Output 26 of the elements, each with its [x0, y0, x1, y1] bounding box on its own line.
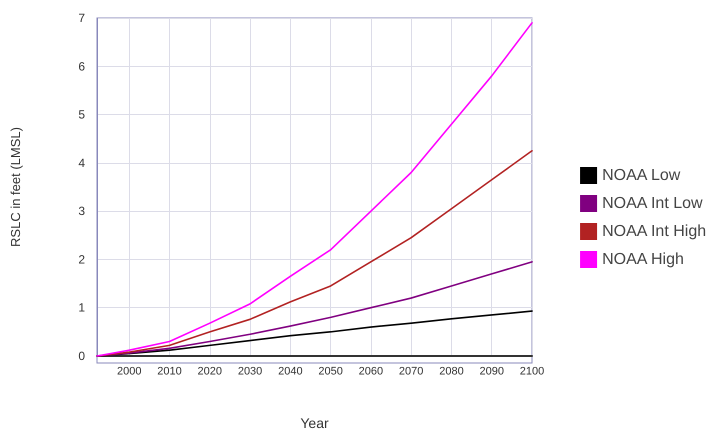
legend-label: NOAA Low — [602, 167, 681, 184]
legend-label: NOAA High — [602, 251, 684, 268]
x-tick-label: 2080 — [439, 366, 464, 378]
legend-label: NOAA Int High — [602, 223, 706, 240]
x-tick-label: 2010 — [157, 366, 182, 378]
x-tick-label: 2100 — [520, 366, 544, 378]
x-tick-label: 2070 — [398, 366, 424, 378]
x-tick-label: 2000 — [116, 366, 142, 378]
y-tick-label: 0 — [78, 349, 86, 363]
y-axis-title: RSLC in feet (LMSL) — [8, 127, 23, 247]
x-tick-label: 2030 — [238, 366, 262, 378]
x-tick-label: 2040 — [278, 366, 303, 378]
y-tick-label: 6 — [78, 59, 86, 74]
x-axis-title: Year — [300, 415, 329, 431]
x-tick-label: 2060 — [358, 366, 384, 378]
y-tick-label: 5 — [78, 108, 86, 122]
x-tick-label: 2090 — [479, 366, 504, 378]
y-tick-label: 2 — [78, 252, 86, 266]
y-tick-label: 3 — [78, 204, 86, 218]
line-series — [96, 22, 533, 357]
y-tick-label: 7 — [78, 11, 86, 25]
y-tick-label: 4 — [78, 156, 86, 170]
x-tick-label: 2020 — [198, 366, 222, 378]
legend-label: NOAA Int Low — [602, 195, 704, 212]
x-tick-label: 2050 — [318, 366, 343, 378]
y-tick-label: 1 — [78, 300, 86, 315]
